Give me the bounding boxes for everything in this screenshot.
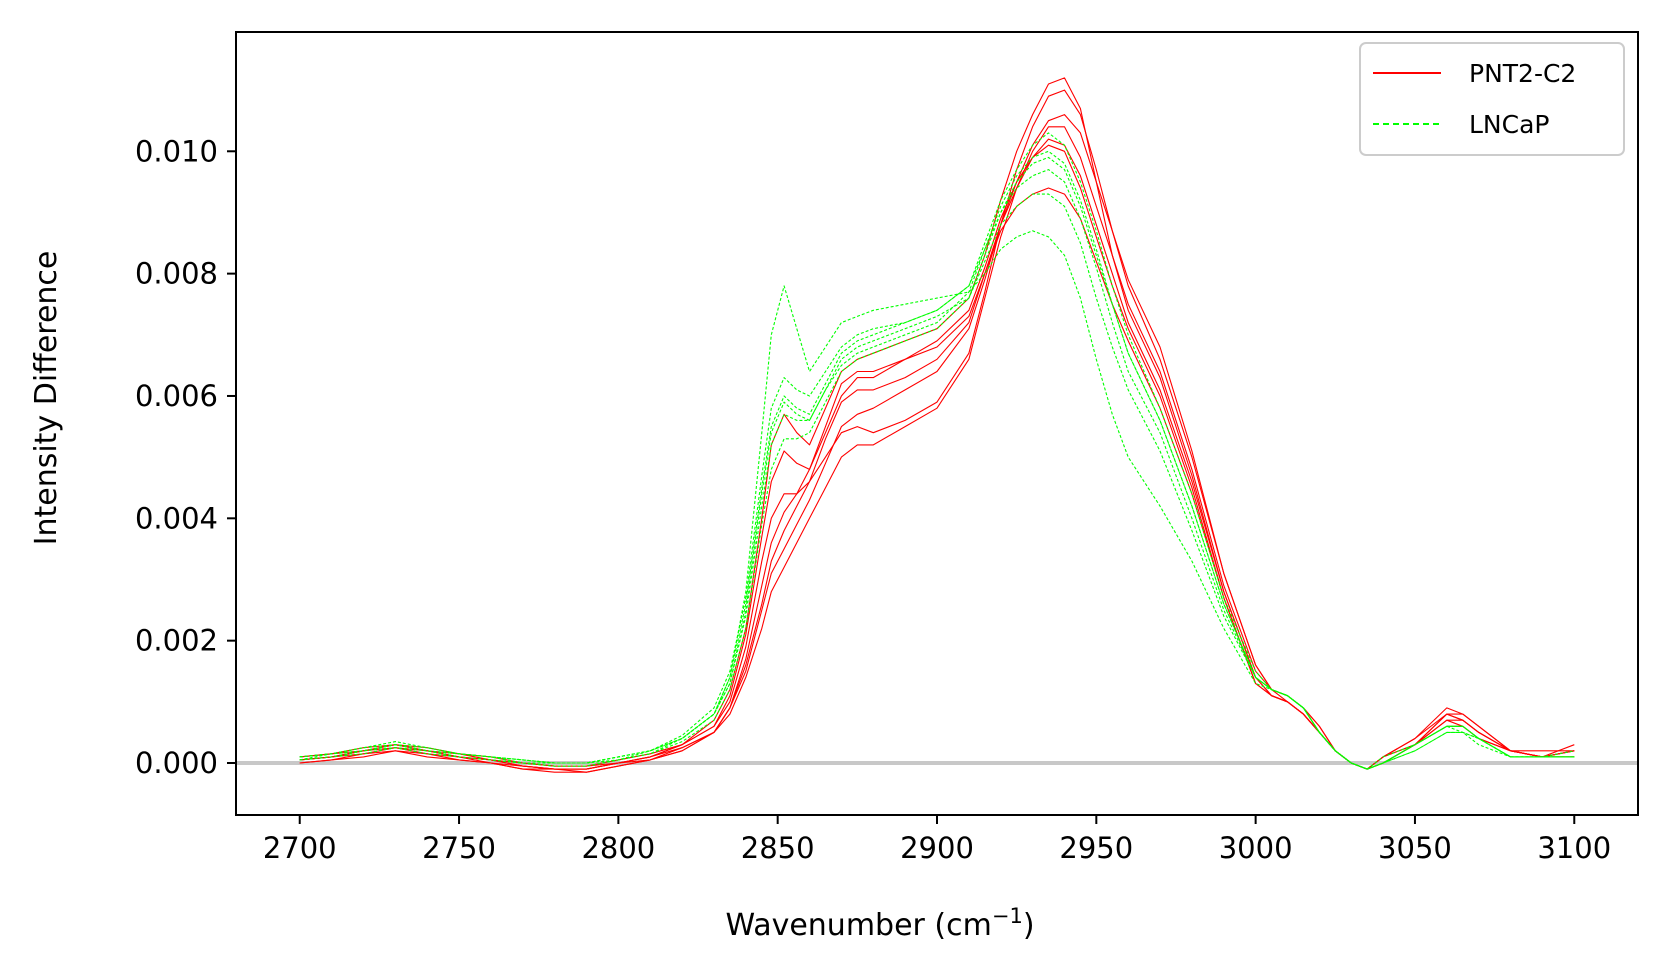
x-axis-label: Wavenumber (cm−1): [725, 904, 1034, 943]
y-tick-label: 0.002: [135, 624, 218, 658]
y-tick-label: 0.006: [135, 379, 218, 413]
x-tick-label: 2850: [741, 831, 815, 865]
y-axis-label: Intensity Difference: [29, 251, 64, 546]
y-tick-label: 0.004: [135, 501, 218, 535]
y-axis: 0.000 0.002 0.004 0.006 0.008 0.010: [135, 134, 236, 780]
legend: PNT2-C2 LNCaP: [1359, 42, 1625, 156]
y-tick-label: 0.000: [135, 746, 218, 780]
x-tick-label: 2700: [263, 831, 337, 865]
legend-label-lncap: LNCaP: [1469, 110, 1549, 139]
plot-area: [236, 77, 1638, 773]
x-tick-label: 3100: [1537, 831, 1611, 865]
x-tick-label: 3050: [1378, 831, 1452, 865]
x-axis: 2700 2750 2800 2850 2900 2950 3000 3050 3100: [263, 815, 1611, 865]
legend-label-pnt2-c2: PNT2-C2: [1469, 59, 1576, 88]
y-tick-label: 0.008: [135, 257, 218, 291]
series-line-lncap-12: [299, 132, 1575, 770]
x-tick-label: 2800: [581, 831, 655, 865]
x-tick-label: 2900: [900, 831, 974, 865]
x-tick-label: 2750: [422, 831, 496, 865]
x-tick-label: 3000: [1219, 831, 1293, 865]
legend-box: [1359, 42, 1625, 156]
series-line-lncap-7: [299, 230, 1575, 770]
series-layer: [299, 77, 1575, 773]
x-tick-label: 2950: [1059, 831, 1133, 865]
y-tick-label: 0.010: [135, 134, 218, 168]
